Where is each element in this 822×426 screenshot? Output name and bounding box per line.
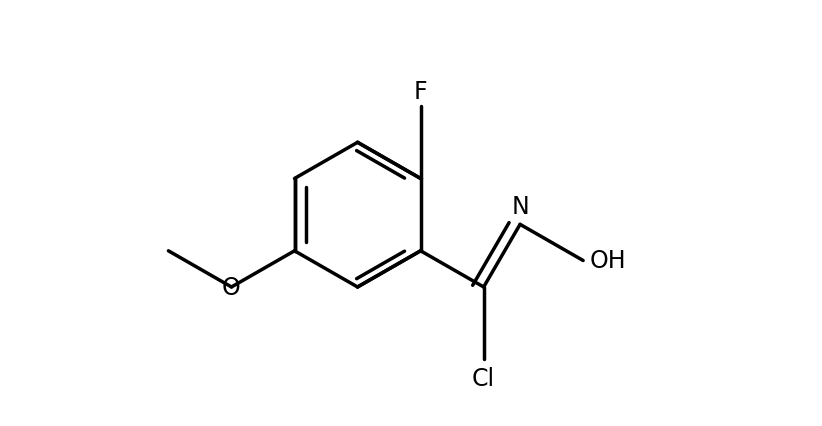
Text: N: N [511,194,529,218]
Text: O: O [222,275,241,299]
Text: Cl: Cl [472,366,495,390]
Text: OH: OH [589,249,626,273]
Text: F: F [413,80,427,104]
